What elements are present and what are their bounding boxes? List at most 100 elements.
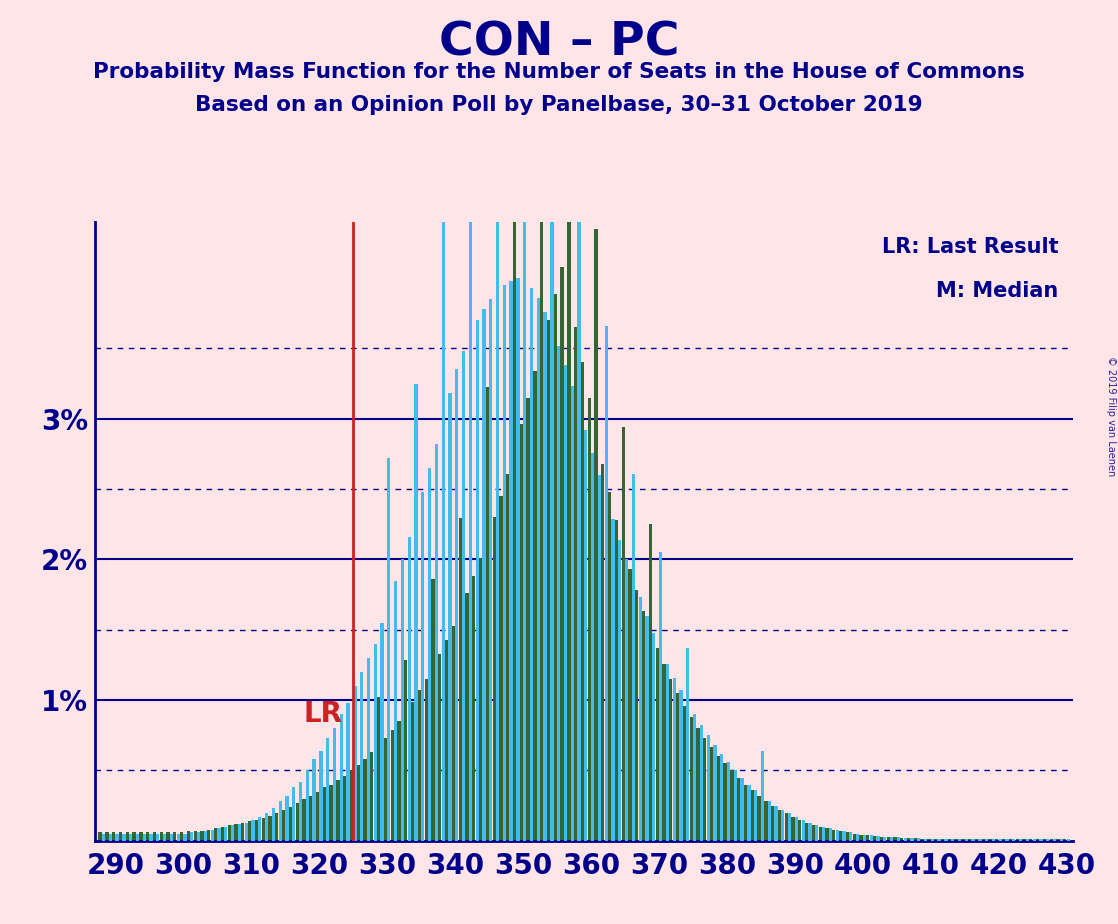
Bar bbox=[228, 825, 230, 841]
Bar bbox=[1008, 839, 1012, 841]
Bar bbox=[1022, 839, 1025, 841]
Bar bbox=[275, 813, 278, 841]
Bar bbox=[272, 808, 275, 841]
Bar bbox=[119, 833, 122, 841]
Bar bbox=[1053, 839, 1057, 841]
Bar bbox=[160, 833, 163, 841]
Bar bbox=[968, 839, 972, 841]
Bar bbox=[903, 838, 907, 841]
Bar bbox=[513, 215, 517, 841]
Bar bbox=[177, 833, 180, 841]
Bar bbox=[302, 798, 305, 841]
Bar bbox=[400, 559, 404, 841]
Bar bbox=[475, 321, 479, 841]
Bar bbox=[245, 822, 248, 841]
Bar bbox=[238, 824, 241, 841]
Bar bbox=[340, 714, 343, 841]
Bar bbox=[248, 821, 252, 841]
Bar bbox=[343, 776, 347, 841]
Bar bbox=[670, 679, 672, 841]
Bar bbox=[363, 760, 367, 841]
Bar bbox=[405, 660, 407, 841]
Bar bbox=[828, 828, 832, 841]
Text: M: Median: M: Median bbox=[937, 281, 1059, 300]
Bar bbox=[1036, 839, 1040, 841]
Bar bbox=[910, 838, 913, 841]
Bar bbox=[102, 833, 105, 841]
Bar bbox=[700, 725, 703, 841]
Bar bbox=[468, 132, 472, 841]
Bar bbox=[985, 839, 988, 841]
Text: © 2019 Filip van Laenen: © 2019 Filip van Laenen bbox=[1107, 356, 1116, 476]
Bar bbox=[421, 492, 425, 841]
Bar bbox=[143, 833, 146, 841]
Bar bbox=[628, 569, 632, 841]
Bar bbox=[200, 831, 203, 841]
Bar bbox=[897, 837, 900, 841]
Bar bbox=[635, 590, 638, 841]
Bar bbox=[835, 830, 838, 841]
Bar bbox=[703, 738, 707, 841]
Bar bbox=[795, 817, 798, 841]
Bar bbox=[167, 833, 170, 841]
Bar bbox=[350, 771, 353, 841]
Bar bbox=[506, 474, 510, 841]
Bar bbox=[163, 833, 167, 841]
Bar bbox=[547, 321, 550, 841]
Bar bbox=[662, 663, 665, 841]
Bar bbox=[683, 706, 686, 841]
Bar bbox=[347, 703, 350, 841]
Bar bbox=[112, 833, 115, 841]
Bar bbox=[920, 839, 923, 841]
Bar bbox=[129, 833, 132, 841]
Bar bbox=[750, 790, 754, 841]
Bar bbox=[655, 648, 659, 841]
Bar bbox=[1005, 839, 1008, 841]
Bar bbox=[717, 757, 720, 841]
Bar bbox=[733, 771, 737, 841]
Bar bbox=[737, 777, 740, 841]
Bar bbox=[645, 615, 648, 841]
Bar bbox=[880, 836, 883, 841]
Bar bbox=[553, 294, 557, 841]
Bar bbox=[934, 839, 937, 841]
Bar bbox=[115, 833, 119, 841]
Bar bbox=[560, 267, 563, 841]
Bar bbox=[295, 803, 299, 841]
Bar bbox=[1002, 839, 1005, 841]
Bar bbox=[788, 813, 792, 841]
Bar bbox=[557, 346, 560, 841]
Bar bbox=[333, 728, 337, 841]
Bar bbox=[665, 663, 669, 841]
Bar bbox=[883, 836, 887, 841]
Bar bbox=[850, 833, 852, 841]
Bar bbox=[781, 809, 785, 841]
Bar bbox=[860, 834, 863, 841]
Bar bbox=[693, 714, 697, 841]
Bar bbox=[853, 833, 855, 841]
Bar bbox=[235, 824, 238, 841]
Bar bbox=[503, 286, 506, 841]
Bar bbox=[397, 722, 400, 841]
Bar bbox=[479, 558, 482, 841]
Bar bbox=[153, 833, 157, 841]
Bar bbox=[632, 474, 635, 841]
Bar bbox=[710, 747, 713, 841]
Bar bbox=[425, 679, 428, 841]
Bar bbox=[458, 517, 462, 841]
Bar bbox=[442, 208, 445, 841]
Bar bbox=[285, 796, 288, 841]
Bar bbox=[938, 839, 940, 841]
Bar bbox=[252, 820, 255, 841]
Text: CON – PC: CON – PC bbox=[438, 20, 680, 66]
Bar bbox=[975, 839, 978, 841]
Bar bbox=[523, 0, 527, 841]
Bar bbox=[98, 833, 102, 841]
Bar bbox=[1033, 839, 1036, 841]
Bar bbox=[373, 644, 377, 841]
Bar bbox=[907, 838, 910, 841]
Bar bbox=[927, 839, 930, 841]
Bar bbox=[496, 0, 499, 841]
Bar bbox=[588, 397, 591, 841]
Bar bbox=[972, 839, 975, 841]
